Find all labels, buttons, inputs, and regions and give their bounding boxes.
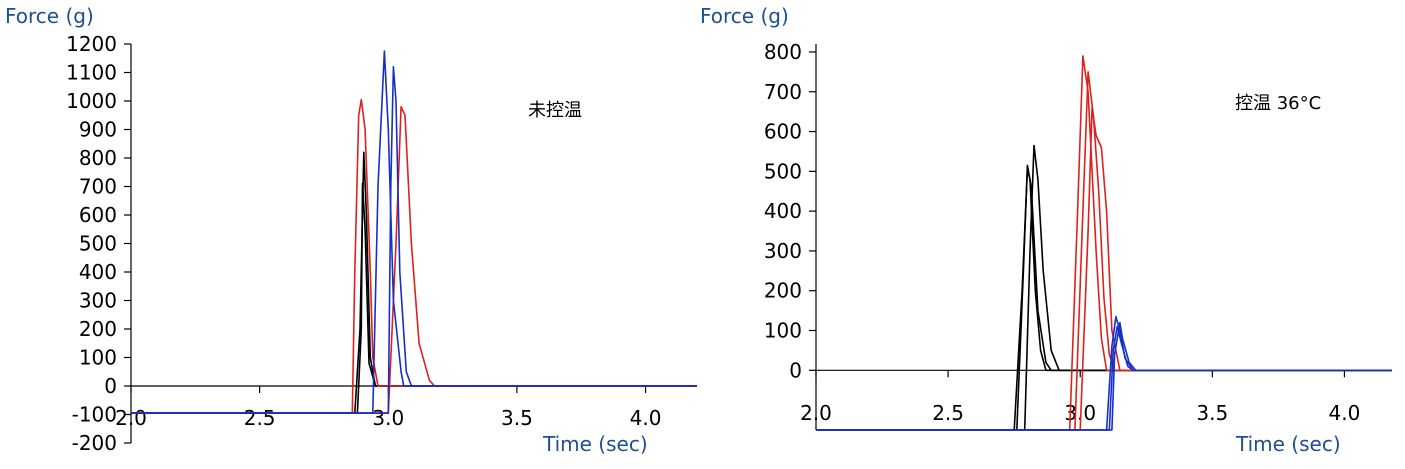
x-tick-label: 2.0 [115, 406, 147, 430]
y-tick-label: 900 [79, 118, 117, 142]
y-tick-label: 0 [104, 374, 117, 398]
series-line-blue-9 [816, 325, 1392, 431]
chart-annotation: 控温 36°C [1235, 93, 1321, 114]
x-tick-label: 2.0 [800, 401, 832, 425]
x-tick-label: 3.5 [1196, 401, 1228, 425]
x-tick-label: 4.0 [1329, 401, 1361, 425]
y-tick-label: 400 [79, 260, 117, 284]
y-tick-label: 300 [79, 289, 117, 313]
x-tick-label: 2.5 [932, 401, 964, 425]
series-line-red-3 [131, 98, 697, 414]
x-tick-label: 2.5 [244, 406, 276, 430]
y-tick-label: 400 [764, 199, 802, 223]
y-axis-title: Force (g) [700, 4, 789, 28]
series-line-blue-6 [131, 66, 697, 414]
series-line-blue-7 [816, 315, 1392, 431]
y-tick-label: 500 [764, 159, 802, 183]
x-axis-title: Time (sec) [542, 432, 648, 456]
x-tick-label: 4.0 [630, 406, 662, 430]
series-line-red-5 [816, 71, 1392, 431]
y-tick-label: 800 [79, 146, 117, 170]
y-axis-title: Force (g) [5, 4, 94, 28]
y-tick-label: 800 [764, 40, 802, 64]
y-tick-label: 1000 [66, 89, 117, 113]
y-tick-label: -100 [72, 403, 117, 427]
series-line-black-3 [816, 144, 1392, 431]
y-tick-label: 200 [79, 317, 117, 341]
chart-left: -200 -100 0 100 200 300 400 500 600 700 800 900 1000… [5, 4, 697, 456]
y-tick-label: -200 [72, 431, 117, 455]
series-line-red-6 [816, 106, 1392, 431]
chart-annotation: 未控温 [528, 100, 582, 121]
y-tick-label: 0 [789, 358, 802, 382]
x-axis-title: Time (sec) [1235, 432, 1341, 456]
y-tick-label: 700 [764, 80, 802, 104]
y-tick-label: 500 [79, 232, 117, 256]
y-tick-label: 600 [79, 203, 117, 227]
series-line-black-2 [816, 164, 1392, 431]
y-tick-label: 100 [79, 346, 117, 370]
series-line-blue-5 [131, 50, 697, 414]
y-tick-label: 200 [764, 279, 802, 303]
y-tick-label: 1100 [66, 61, 117, 85]
series-line-black-2 [131, 182, 697, 414]
y-tick-label: 100 [764, 319, 802, 343]
y-tick-label: 1200 [66, 32, 117, 56]
y-tick-label: 300 [764, 239, 802, 263]
series-line-blue-8 [816, 321, 1392, 431]
y-tick-label: 600 [764, 120, 802, 144]
series-line-red-4 [131, 105, 697, 414]
y-tick-label: 700 [79, 175, 117, 199]
x-tick-label: 3.5 [501, 406, 533, 430]
